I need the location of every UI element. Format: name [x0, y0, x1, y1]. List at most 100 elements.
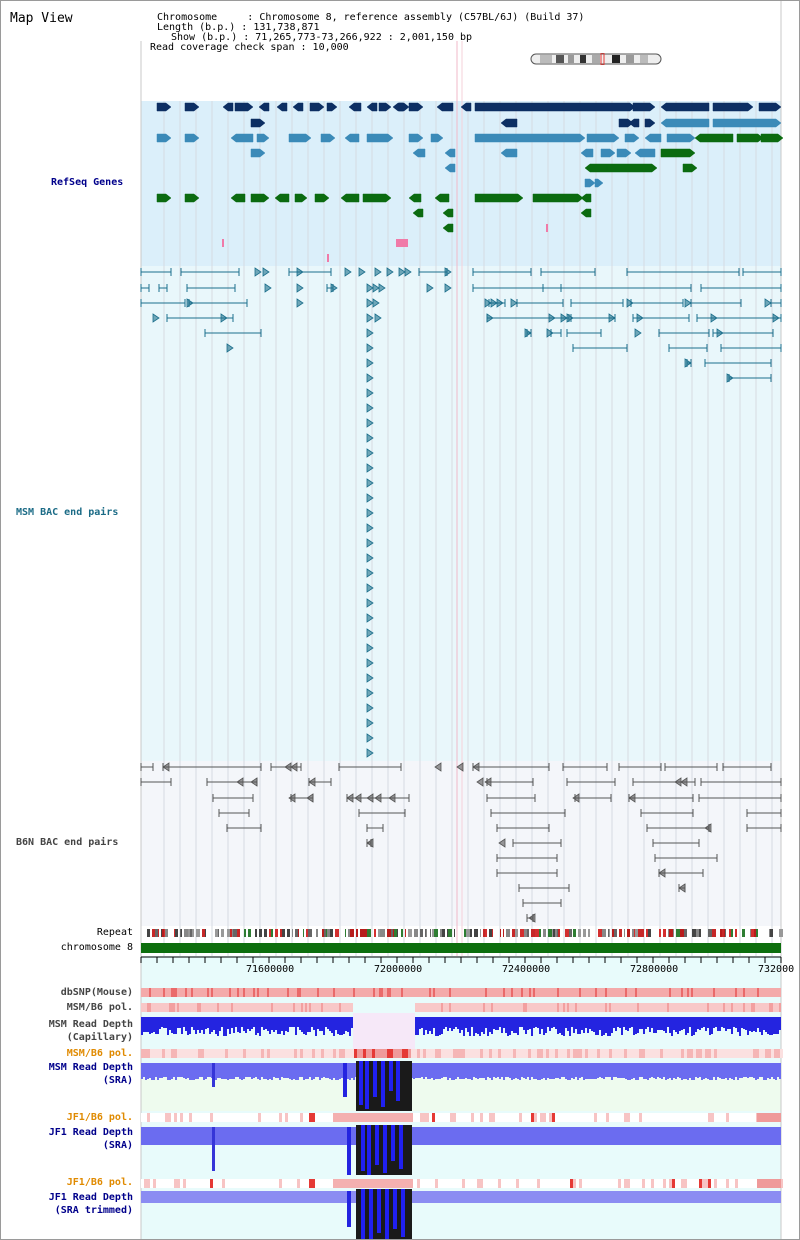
repeat-segment — [394, 929, 397, 937]
repeat-segment — [608, 929, 609, 937]
polymorphism-cell — [573, 1179, 576, 1188]
depth-bar — [251, 1017, 253, 1029]
depth-bar — [451, 1017, 453, 1031]
polymorphism-cell — [597, 1003, 599, 1012]
polymorphism-cell — [169, 988, 171, 997]
polymorphism-cell — [759, 1049, 762, 1058]
polymorphism-cell — [462, 1049, 465, 1058]
msm-bac-end — [366, 523, 374, 533]
polymorphism-cell — [595, 988, 597, 997]
polymorphism-cell — [173, 1003, 175, 1012]
repeat-segment — [434, 929, 438, 937]
polymorphism-cell — [403, 988, 405, 997]
depth-bar — [427, 1075, 429, 1079]
msm-bac-end — [366, 553, 374, 563]
polymorphism-cell — [579, 1049, 582, 1058]
ideogram-band — [626, 55, 634, 63]
polymorphism-cell — [757, 1179, 781, 1188]
polymorphism-cell — [623, 988, 625, 997]
polymorphism-cell — [719, 988, 721, 997]
repeat-segment — [432, 929, 434, 937]
depth-bar — [513, 1075, 515, 1079]
polymorphism-cell — [541, 1003, 543, 1012]
polymorphism-cell — [497, 988, 499, 997]
repeat-segment — [578, 929, 581, 937]
polymorphism-cell — [321, 1049, 324, 1058]
depth-bar — [543, 1075, 545, 1078]
polymorphism-cell — [755, 988, 757, 997]
depth-bar — [159, 1075, 161, 1078]
polymorphism-cell — [423, 988, 425, 997]
polymorphism-cell — [606, 1049, 609, 1058]
polymorphism-cell — [291, 1049, 294, 1058]
depth-bar — [153, 1075, 155, 1080]
depth-bar — [757, 1075, 759, 1079]
depth-bar — [753, 1075, 755, 1078]
depth-bar — [535, 1017, 537, 1027]
depth-bar — [755, 1075, 757, 1080]
repeat-segment — [483, 929, 485, 937]
polymorphism-cell — [747, 1003, 749, 1012]
polymorphism-cell — [487, 988, 489, 997]
polymorphism-cell — [743, 1003, 745, 1012]
polymorphism-cell — [222, 1049, 225, 1058]
polymorphism-cell — [195, 1049, 198, 1058]
msm-bac-end — [634, 328, 642, 338]
depth-bar — [691, 1075, 693, 1080]
msm-bac-end — [366, 433, 374, 443]
polymorphism-cell — [569, 1003, 571, 1012]
polymorphism-cell — [438, 1049, 441, 1058]
polymorphism-cell — [531, 1113, 534, 1122]
polymorphism-cell — [516, 1179, 519, 1188]
polymorphism-cell — [361, 988, 363, 997]
depth-bar — [155, 1017, 157, 1034]
polymorphism-cell — [217, 1003, 219, 1012]
polymorphism-cell — [167, 1003, 169, 1012]
polymorphism-cell — [679, 988, 681, 997]
depth-bar — [269, 1075, 271, 1079]
gene-feature — [250, 118, 266, 128]
repeat-segment — [330, 929, 333, 937]
repeat-segment — [635, 929, 638, 937]
polymorphism-cell — [477, 988, 479, 997]
polymorphism-cell — [779, 988, 781, 997]
polymorphism-cell — [774, 1049, 777, 1058]
polymorphism-cell — [535, 988, 537, 997]
polymorphism-cell — [189, 1003, 191, 1012]
polymorphism-cell — [451, 1003, 453, 1012]
depth-bar — [517, 1075, 519, 1079]
chromosome-ideogram[interactable] — [530, 53, 662, 65]
depth-bar — [179, 1075, 181, 1077]
polymorphism-cell — [261, 988, 263, 997]
polymorphism-cell — [249, 988, 251, 997]
polymorphism-cell — [479, 988, 481, 997]
polymorphism-cell — [267, 1003, 269, 1012]
polymorphism-cell — [325, 1003, 327, 1012]
depth-bar — [749, 1075, 751, 1077]
depth-bar — [703, 1017, 705, 1027]
polymorphism-cell — [619, 988, 621, 997]
polymorphism-cell — [726, 1113, 729, 1122]
polymorphism-cell — [315, 988, 317, 997]
polymorphism-cell — [295, 988, 297, 997]
polymorphism-cell — [481, 988, 483, 997]
polymorphism-cell — [367, 988, 369, 997]
msm-bac-end — [484, 298, 492, 308]
depth-bar — [609, 1075, 611, 1077]
polymorphism-cell — [143, 988, 145, 997]
repeat-segment — [233, 929, 237, 937]
polymorphism-cell — [261, 1003, 263, 1012]
polymorphism-cell — [237, 1003, 239, 1012]
polymorphism-cell — [359, 988, 361, 997]
repeat-segment — [515, 929, 518, 937]
depth-bar — [199, 1017, 201, 1033]
depth-bar — [679, 1075, 681, 1078]
depth-bar — [193, 1075, 195, 1080]
polymorphism-cell — [371, 988, 373, 997]
depth-bar — [697, 1075, 699, 1078]
depth-bar — [479, 1075, 481, 1078]
depth-bar — [561, 1075, 563, 1077]
depth-bar — [229, 1017, 231, 1034]
polymorphism-cell — [213, 1003, 215, 1012]
